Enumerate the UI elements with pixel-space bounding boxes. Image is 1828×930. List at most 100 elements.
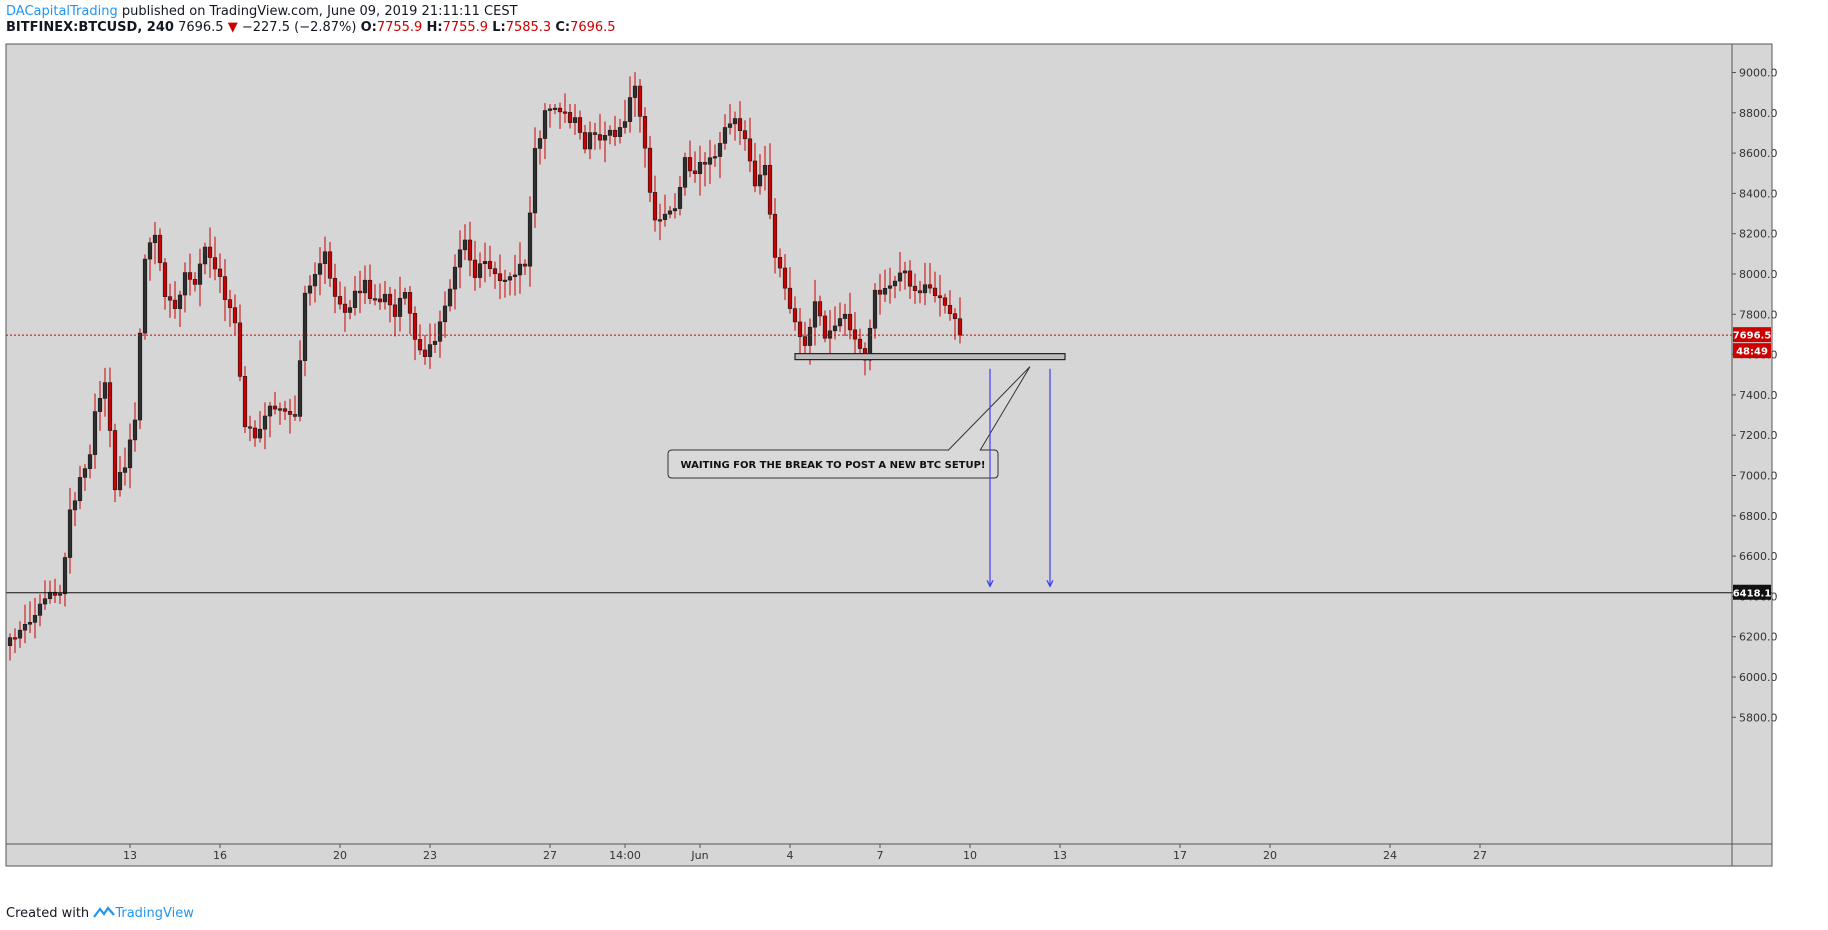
price-tick-label: 6200.0 <box>1739 631 1778 644</box>
price-tick-label: 7800.0 <box>1739 308 1778 321</box>
created-with-text: Created with <box>6 906 90 921</box>
candle-body <box>762 164 768 176</box>
candle-body <box>467 239 473 261</box>
author-link[interactable]: DACapitalTrading <box>6 4 118 19</box>
candle-body <box>132 419 138 441</box>
candle-body <box>387 293 393 306</box>
price-tick-label: 9000.0 <box>1739 67 1778 80</box>
tradingview-link[interactable]: TradingView <box>115 906 194 921</box>
low-value: 7585.3 <box>505 20 552 35</box>
candle-body <box>437 321 443 342</box>
candle-body <box>42 598 48 605</box>
candle-body <box>952 313 958 320</box>
time-tick-label: 24 <box>1383 849 1397 862</box>
candle-body <box>367 279 373 299</box>
candle-body <box>812 301 818 328</box>
candle-body <box>127 439 133 469</box>
close-value: 7696.5 <box>570 20 616 35</box>
candle-body <box>422 349 428 357</box>
candle-body <box>512 274 518 277</box>
candle-body <box>842 313 848 319</box>
candle-body <box>362 279 368 294</box>
candle-body <box>112 430 118 491</box>
level-price-label: 6418.1 <box>1733 588 1772 599</box>
candle-body <box>502 279 508 282</box>
candle-body <box>202 246 208 265</box>
candle-body <box>287 411 293 415</box>
candle-body <box>242 376 248 428</box>
ohlc-line: BITFINEX:BTCUSD, 240 7696.5 ▼ −227.5 (−2… <box>6 20 616 36</box>
candle-body <box>642 116 648 149</box>
candle-body <box>847 313 853 331</box>
candle-body <box>747 138 753 162</box>
candle-body <box>252 427 258 439</box>
overlays-layer: WAITING FOR THE BREAK TO POST A NEW BTC … <box>6 334 1772 594</box>
candle-body <box>217 268 223 277</box>
candle-body <box>587 132 593 150</box>
candle-body <box>232 307 238 324</box>
level-price-badge <box>1733 584 1771 600</box>
candle-body <box>447 288 453 307</box>
candle-body <box>247 426 253 429</box>
countdown-badge <box>1733 343 1771 359</box>
candle-body <box>302 292 308 361</box>
candle-body <box>632 85 638 98</box>
time-tick-label: 13 <box>123 849 137 862</box>
candle-body <box>427 344 433 357</box>
candle-body <box>452 266 458 290</box>
candle-body <box>87 454 93 469</box>
candle-body <box>327 251 333 279</box>
candle-body <box>207 246 213 258</box>
candle-body <box>167 296 173 301</box>
price-tick-label: 6000.0 <box>1739 671 1778 684</box>
candle-body <box>417 339 423 351</box>
candle-body <box>492 268 498 275</box>
candle-body <box>742 130 748 140</box>
candle-body <box>67 509 73 558</box>
candle-body <box>527 212 533 267</box>
down-arrow-head-icon <box>986 580 994 588</box>
candle-body <box>297 360 303 417</box>
symbol-label[interactable]: BITFINEX:BTCUSD, 240 <box>6 20 174 35</box>
current-price-label: 7696.5 <box>1733 331 1772 342</box>
price-tick-label: 6800.0 <box>1739 510 1778 523</box>
time-tick-label: 27 <box>543 849 557 862</box>
candle-body <box>827 330 833 339</box>
candle-body <box>537 138 543 149</box>
candle-body <box>187 272 193 280</box>
candle-body <box>392 304 398 317</box>
candle-body <box>757 174 763 187</box>
time-tick-label: 27 <box>1473 849 1487 862</box>
candle-body <box>557 107 563 113</box>
callout-pointer <box>947 366 1031 451</box>
candle-body <box>372 298 378 301</box>
time-tick-label: 14:00 <box>609 849 641 862</box>
price-axis[interactable]: 5800.06000.06200.06400.06600.06800.07000… <box>1732 67 1778 725</box>
candle-body <box>307 285 313 294</box>
candle-body <box>322 251 328 264</box>
price-tick-label: 8000.0 <box>1739 268 1778 281</box>
candle-body <box>477 263 483 278</box>
candle-body <box>497 273 503 282</box>
candle-body <box>687 157 693 172</box>
candle-body <box>137 332 143 421</box>
candle-body <box>182 272 188 296</box>
candle-body <box>402 292 408 299</box>
candle-body <box>282 408 288 412</box>
candle-body <box>957 318 963 336</box>
candle-body <box>627 97 633 122</box>
candle-body <box>797 321 803 337</box>
candle-body <box>772 213 778 258</box>
time-axis[interactable]: 13 16 20 23 27 14:00 Jun 4 7 10 13 17 20 24 27 <box>123 844 1487 862</box>
candle-body <box>82 468 88 478</box>
candle-body <box>147 242 153 260</box>
candle-body <box>787 287 793 309</box>
candle-body <box>407 292 413 314</box>
callout-text: WAITING FOR THE BREAK TO POST A NEW BTC … <box>681 460 986 471</box>
candle-body <box>22 623 28 631</box>
footer: Created with TradingView <box>6 905 194 924</box>
candle-body <box>62 557 68 595</box>
open-label: O: <box>360 20 377 35</box>
candle-body <box>157 234 163 264</box>
